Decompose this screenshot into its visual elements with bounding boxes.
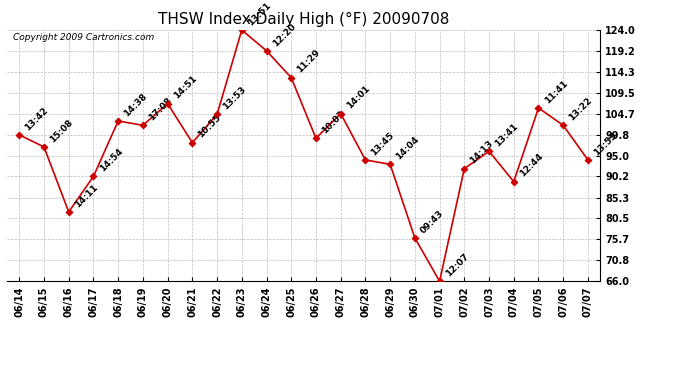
Text: 12:44: 12:44	[518, 152, 544, 179]
Text: 13:41: 13:41	[493, 122, 520, 148]
Point	[88, 173, 99, 179]
Text: 14:04: 14:04	[394, 135, 421, 162]
Text: 10:55: 10:55	[197, 113, 223, 140]
Text: 10:03: 10:03	[320, 109, 346, 135]
Text: 13:53: 13:53	[221, 85, 248, 112]
Title: THSW Index Daily High (°F) 20090708: THSW Index Daily High (°F) 20090708	[158, 12, 449, 27]
Point	[63, 209, 75, 215]
Text: 14:13: 14:13	[469, 139, 495, 166]
Point	[409, 235, 420, 241]
Text: 12:07: 12:07	[444, 252, 471, 279]
Text: 14:11: 14:11	[73, 183, 99, 209]
Text: 14:51: 14:51	[172, 74, 199, 101]
Point	[360, 157, 371, 163]
Text: 14:01: 14:01	[345, 84, 371, 111]
Point	[162, 100, 173, 106]
Point	[14, 132, 25, 138]
Point	[286, 75, 297, 81]
Point	[533, 105, 544, 111]
Point	[39, 144, 50, 150]
Point	[261, 48, 272, 54]
Point	[509, 178, 520, 184]
Text: 13:51: 13:51	[246, 1, 273, 27]
Point	[187, 140, 198, 146]
Text: 11:41: 11:41	[542, 78, 569, 105]
Point	[137, 122, 148, 128]
Point	[310, 135, 322, 141]
Point	[236, 27, 247, 33]
Text: 13:42: 13:42	[23, 105, 50, 132]
Point	[112, 118, 124, 124]
Text: Copyright 2009 Cartronics.com: Copyright 2009 Cartronics.com	[13, 33, 154, 42]
Text: 15:08: 15:08	[48, 118, 75, 144]
Text: 13:22: 13:22	[567, 96, 594, 123]
Text: 13:53: 13:53	[592, 130, 619, 157]
Point	[558, 122, 569, 128]
Text: 13:45: 13:45	[370, 130, 396, 157]
Text: 09:43: 09:43	[419, 209, 446, 235]
Text: 12:20: 12:20	[270, 21, 297, 48]
Point	[384, 161, 395, 167]
Point	[582, 157, 593, 163]
Point	[212, 111, 223, 117]
Point	[459, 166, 470, 172]
Point	[484, 148, 495, 154]
Text: 14:38: 14:38	[122, 92, 149, 118]
Point	[335, 111, 346, 117]
Text: 11:29: 11:29	[295, 48, 322, 75]
Text: 17:08: 17:08	[147, 96, 174, 123]
Text: 14:54: 14:54	[97, 147, 124, 174]
Point	[434, 278, 445, 284]
